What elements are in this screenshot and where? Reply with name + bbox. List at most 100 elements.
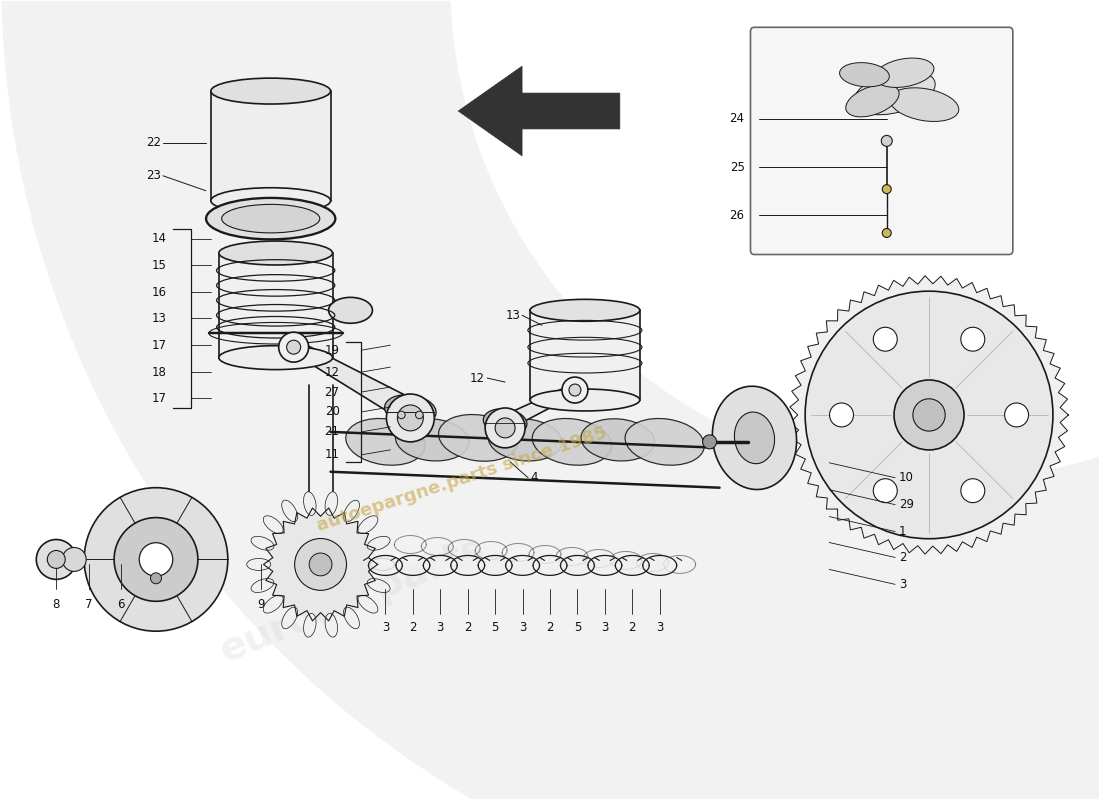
Ellipse shape [206,198,336,239]
Ellipse shape [329,298,373,323]
Circle shape [309,553,332,576]
Text: 26: 26 [729,209,745,222]
Text: 12: 12 [324,366,340,378]
Circle shape [386,394,434,442]
Ellipse shape [358,516,378,534]
Ellipse shape [839,62,889,87]
Ellipse shape [532,418,612,466]
Circle shape [47,550,65,569]
Circle shape [960,327,984,351]
Text: 6: 6 [118,598,124,610]
Ellipse shape [483,409,527,435]
Polygon shape [616,556,649,575]
Text: 5: 5 [574,621,581,634]
Text: 27: 27 [324,386,340,398]
Ellipse shape [343,500,360,522]
Ellipse shape [263,516,283,534]
Ellipse shape [530,389,640,411]
Polygon shape [485,388,587,424]
Circle shape [562,377,587,403]
Ellipse shape [439,414,518,462]
Text: 25: 25 [729,161,745,174]
Circle shape [894,380,964,450]
Text: autoepargne.parts since 1985: autoepargne.parts since 1985 [315,424,609,535]
Text: 22: 22 [146,136,161,150]
Ellipse shape [345,418,425,466]
Text: 23: 23 [146,170,161,182]
Polygon shape [561,556,594,575]
Circle shape [397,411,405,418]
Ellipse shape [396,418,469,461]
Polygon shape [534,556,566,575]
Text: 12: 12 [470,371,485,385]
Circle shape [397,405,424,431]
Ellipse shape [304,614,316,637]
Text: 19: 19 [324,344,340,357]
Text: eurocarparts: eurocarparts [214,529,491,670]
Circle shape [495,418,515,438]
Circle shape [287,340,300,354]
Text: 5: 5 [492,621,498,634]
Text: 14: 14 [152,232,167,245]
Polygon shape [368,556,402,575]
Text: 18: 18 [152,366,167,378]
Polygon shape [396,556,429,575]
Circle shape [295,538,346,590]
Ellipse shape [211,188,331,214]
Ellipse shape [530,299,640,322]
Ellipse shape [367,578,390,593]
Circle shape [140,542,173,576]
Ellipse shape [304,492,316,515]
Polygon shape [588,556,621,575]
Ellipse shape [890,88,959,122]
Circle shape [881,135,892,146]
Polygon shape [424,556,456,575]
Polygon shape [644,556,676,575]
Text: 10: 10 [899,471,914,484]
Circle shape [882,229,891,238]
Text: 17: 17 [152,391,167,405]
Text: 3: 3 [899,578,906,591]
Polygon shape [459,66,619,156]
Text: 15: 15 [152,259,167,272]
Ellipse shape [251,578,274,593]
Text: 13: 13 [505,309,520,322]
Text: 2: 2 [628,621,636,634]
Ellipse shape [246,558,271,570]
Text: 1: 1 [899,525,906,538]
Circle shape [151,573,162,584]
Circle shape [36,539,76,579]
Text: 2: 2 [547,621,553,634]
Polygon shape [478,556,512,575]
Text: 2: 2 [464,621,472,634]
Text: 9: 9 [257,598,264,610]
Ellipse shape [846,85,899,117]
Ellipse shape [326,614,338,637]
Ellipse shape [219,346,332,370]
Polygon shape [280,345,432,412]
Ellipse shape [326,492,338,515]
Text: 3: 3 [519,621,526,634]
Text: 21: 21 [324,426,340,438]
Circle shape [85,488,228,631]
Text: 2: 2 [899,551,906,564]
Ellipse shape [343,607,360,629]
Text: 11: 11 [324,448,340,462]
Ellipse shape [251,536,274,550]
Circle shape [873,478,898,502]
Ellipse shape [713,386,796,490]
Circle shape [960,478,984,502]
Circle shape [278,332,309,362]
Text: 4: 4 [530,471,538,484]
Circle shape [114,518,198,602]
Text: 29: 29 [899,498,914,511]
Ellipse shape [874,58,934,87]
Ellipse shape [735,412,774,464]
Text: 17: 17 [152,338,167,352]
Bar [530,310,640,400]
Text: 3: 3 [656,621,663,634]
Text: 3: 3 [382,621,389,634]
Circle shape [703,435,716,449]
Ellipse shape [358,595,378,613]
Text: 24: 24 [729,113,745,126]
